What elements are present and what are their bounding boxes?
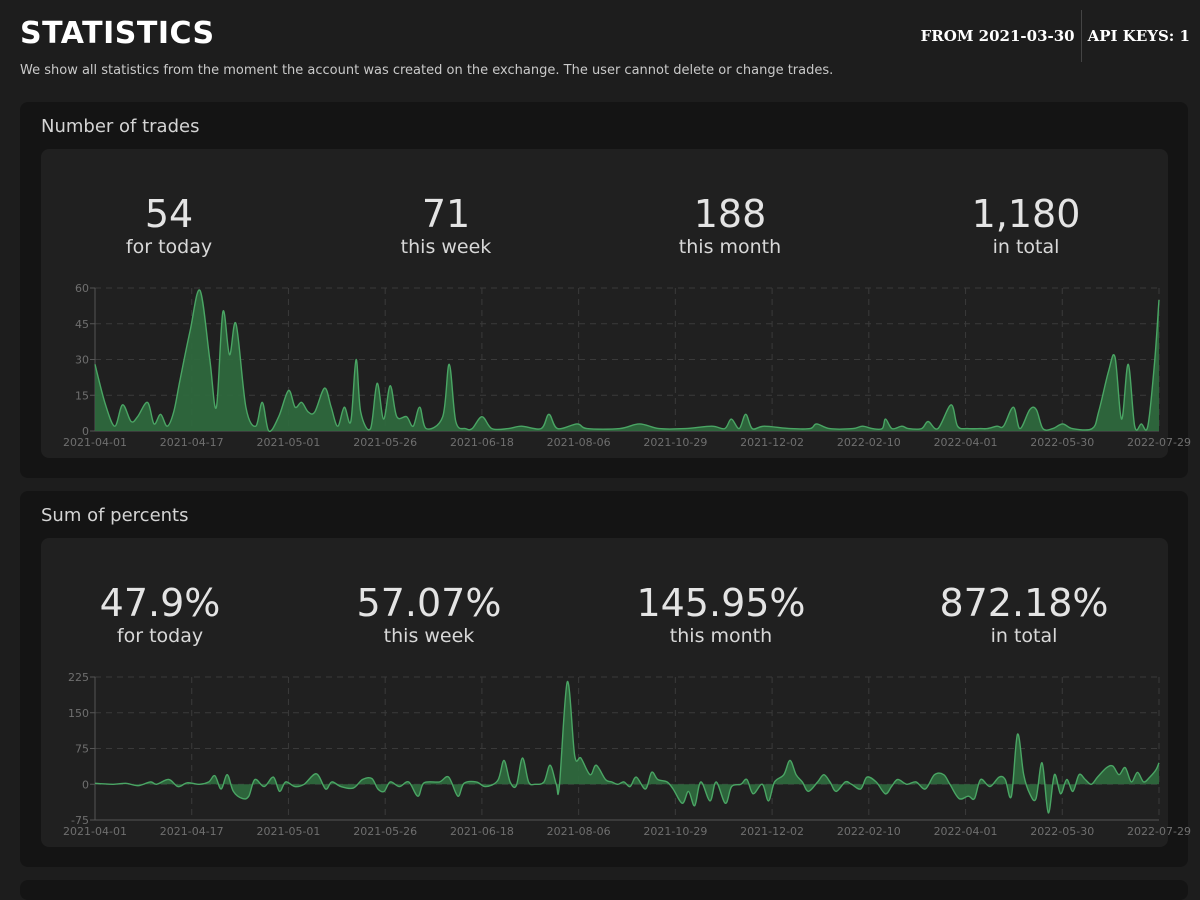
x-tick-label: 2021-05-01 <box>256 825 320 838</box>
stat-value: 145.95% <box>636 581 806 625</box>
api-keys-count: API KEYS: 1 <box>1087 27 1190 45</box>
trades-chart: 0 15 30 45 60 2021-04-01 2021-04-17 2021-05-01 2… <box>63 282 1191 449</box>
y-tick-label: 60 <box>75 282 89 295</box>
stat-value: 872.18% <box>939 581 1109 625</box>
x-tick-label: 2022-02-10 <box>837 436 901 449</box>
page-subtitle: We show all statistics from the moment t… <box>20 63 834 78</box>
page-title: STATISTICS <box>20 16 215 51</box>
stat-value: 54 <box>144 192 194 236</box>
trades-stat-total: 1,180 in total <box>926 193 1126 259</box>
x-tick-label: 2022-07-29 <box>1127 436 1191 449</box>
x-tick-label: 2021-12-02 <box>740 436 804 449</box>
x-tick-label: 2022-04-01 <box>934 436 998 449</box>
percents-panel: 47.9% for today 57.07% this week 145.95%… <box>41 538 1191 847</box>
x-tick-label: 2021-08-06 <box>547 825 611 838</box>
y-tick-label: 0 <box>82 778 89 791</box>
trades-panel: 54 for today 71 this week 188 this month… <box>41 149 1191 458</box>
stat-label: this month <box>678 236 782 258</box>
x-tick-label: 2021-10-29 <box>643 825 707 838</box>
trades-stat-week: 71 this week <box>346 193 546 259</box>
x-tick-label: 2021-05-26 <box>353 825 417 838</box>
x-tick-label: 2021-06-18 <box>450 436 514 449</box>
percents-card-title: Sum of percents <box>41 505 189 526</box>
y-tick-label: 15 <box>75 389 89 402</box>
stat-value: 1,180 <box>971 192 1081 236</box>
trades-card: Number of trades 54 for today 71 this we… <box>20 102 1191 478</box>
from-date: FROM 2021-03-30 <box>920 27 1075 45</box>
stat-value: 57.07% <box>356 581 502 625</box>
percents-chart: -75 0 75 150 225 2021-04-01 2021-04-17 2021-05-… <box>63 671 1191 838</box>
x-tick-label: 2022-05-30 <box>1030 825 1094 838</box>
trades-line <box>94 289 1160 433</box>
x-tick-label: 2022-02-10 <box>837 825 901 838</box>
x-tick-label: 2022-05-30 <box>1030 436 1094 449</box>
x-tick-label: 2022-04-01 <box>934 825 998 838</box>
trades-area <box>95 289 1159 432</box>
y-tick-label: 225 <box>68 671 89 684</box>
stat-value: 71 <box>421 192 471 236</box>
x-tick-label: 2021-12-02 <box>740 825 804 838</box>
next-card <box>20 880 1188 900</box>
stat-label: this week <box>383 625 475 647</box>
percents-card: Sum of percents 47.9% for today 57.07% t… <box>20 491 1191 867</box>
percents-stat-today: 47.9% for today <box>60 582 260 648</box>
x-tick-label: 2021-08-06 <box>547 436 611 449</box>
percents-line <box>94 681 1160 814</box>
x-tick-label: 2021-04-01 <box>63 436 127 449</box>
x-tick-label: 2021-05-01 <box>256 436 320 449</box>
stat-value: 188 <box>693 192 767 236</box>
stat-label: this week <box>400 236 492 258</box>
percents-stat-month: 145.95% this month <box>621 582 821 648</box>
percents-stat-week: 57.07% this week <box>329 582 529 648</box>
y-tick-label: 45 <box>75 318 89 331</box>
y-tick-label: 0 <box>82 425 89 438</box>
header-divider <box>1080 10 1082 62</box>
stat-label: for today <box>116 625 204 647</box>
percents-stat-total: 872.18% in total <box>924 582 1124 648</box>
x-tick-label: 2021-04-17 <box>160 436 224 449</box>
percents-area <box>95 681 1159 813</box>
stat-label: for today <box>125 236 213 258</box>
stat-value: 47.9% <box>99 581 221 625</box>
y-tick-label: -75 <box>71 814 89 827</box>
stat-label: in total <box>992 236 1060 258</box>
trades-card-title: Number of trades <box>41 116 200 137</box>
header-meta: FROM 2021-03-30 API KEYS: 1 <box>921 10 1190 62</box>
y-tick-label: 150 <box>68 707 89 720</box>
trades-stat-month: 188 this month <box>630 193 830 259</box>
x-tick-label: 2021-04-01 <box>63 825 127 838</box>
trades-stat-today: 54 for today <box>69 193 269 259</box>
y-tick-label: 30 <box>75 354 89 367</box>
x-tick-label: 2022-07-29 <box>1127 825 1191 838</box>
y-tick-label: 75 <box>75 743 89 756</box>
x-tick-label: 2021-06-18 <box>450 825 514 838</box>
stat-label: this month <box>669 625 773 647</box>
x-tick-label: 2021-04-17 <box>160 825 224 838</box>
stat-label: in total <box>990 625 1058 647</box>
x-tick-label: 2021-05-26 <box>353 436 417 449</box>
x-tick-label: 2021-10-29 <box>643 436 707 449</box>
